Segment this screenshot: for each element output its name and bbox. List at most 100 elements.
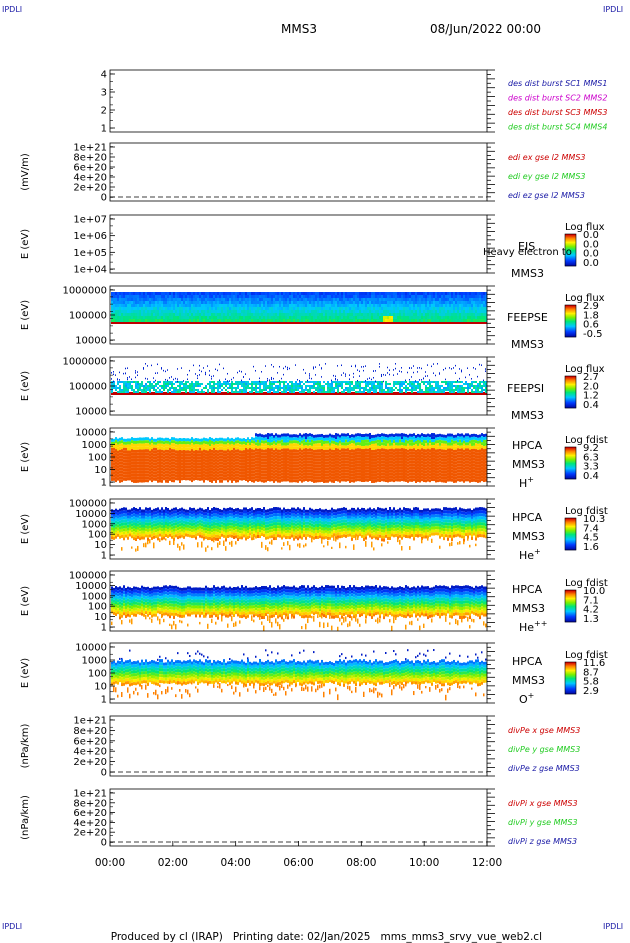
spectrogram-feepse — [111, 292, 487, 324]
y-tick-label: 100000 — [69, 382, 107, 393]
colorbar-tick: 1.6 — [583, 542, 599, 553]
legend-entry: edi ey gse l2 MMS3 — [508, 172, 586, 181]
footer-produced-by: Produced by cl (IRAP) — [111, 931, 223, 943]
spectrogram-feepsi — [111, 363, 487, 395]
x-tick-label: 10:00 — [409, 857, 439, 869]
y-axis-label: E (eV) — [20, 371, 31, 401]
footer-printing-date: Printing date: 02/Jan/2025 — [233, 931, 371, 943]
instrument-label: HPCA — [512, 583, 543, 596]
legend-entry: des dist burst SC3 MMS3 — [508, 108, 607, 117]
x-tick-label: 08:00 — [346, 857, 376, 869]
y-tick-label: 4e+20 — [73, 747, 107, 758]
legend-entry: divPe z gse MMS3 — [508, 764, 580, 773]
x-tick-label: 04:00 — [221, 857, 251, 869]
species-label: O+ — [519, 691, 534, 706]
legend-entry: divPe y gse MMS3 — [508, 745, 580, 754]
colorbar-tick: -0.5 — [583, 329, 603, 340]
instrument-label: HPCA — [512, 511, 543, 524]
y-tick-label: 10000 — [75, 509, 107, 520]
y-axis-label: E (eV) — [20, 229, 31, 259]
y-tick-label: 1 — [101, 551, 107, 562]
y-tick-label: 10 — [94, 682, 107, 693]
y-tick-label: 4 — [101, 70, 107, 81]
y-tick-label: 10 — [94, 540, 107, 551]
y-tick-label: 1000000 — [62, 357, 107, 368]
y-tick-label: 100000 — [69, 499, 107, 510]
y-tick-label: 10 — [94, 612, 107, 623]
y-tick-label: 10000 — [75, 336, 107, 347]
legend-entry: des dist burst SC2 MMS2 — [508, 94, 607, 103]
colorbar-tick: 0.4 — [583, 471, 599, 482]
y-tick-label: 10000 — [75, 428, 107, 439]
y-tick-label: 1e+07 — [73, 215, 107, 226]
y-tick-label: 100 — [88, 530, 107, 541]
y-tick-label: 1000 — [82, 440, 107, 451]
y-axis-label: E (eV) — [20, 514, 31, 544]
y-tick-label: 1 — [101, 478, 107, 489]
y-tick-label: 2 — [101, 106, 107, 117]
instrument-label: HPCA — [512, 655, 543, 668]
colorbar-tick: 0.4 — [583, 400, 599, 411]
y-tick-label: 100 — [88, 453, 107, 464]
spacecraft-label: MMS3 — [511, 409, 544, 422]
y-tick-label: 1e+06 — [73, 231, 107, 242]
y-tick-label: 8e+20 — [73, 726, 107, 737]
legend-entry: divPi z gse MMS3 — [508, 837, 577, 846]
y-axis-label: E (eV) — [20, 658, 31, 688]
panel-frame-eis — [110, 215, 487, 273]
y-tick-label: 100 — [88, 669, 107, 680]
y-tick-label: 3 — [101, 88, 107, 99]
y-axis-label: (mV/m) — [20, 153, 31, 191]
y-tick-label: 1 — [101, 695, 107, 706]
panel-frame-edi — [110, 143, 487, 201]
instrument-label: FEEPSI — [507, 382, 544, 395]
legend-entry: divPi y gse MMS3 — [508, 818, 578, 827]
spacecraft-label: MMS3 — [512, 530, 545, 543]
y-tick-label: 1e+04 — [73, 265, 107, 276]
species-label: H+ — [519, 475, 534, 490]
y-tick-label: 0 — [101, 768, 107, 779]
y-tick-label: 1e+05 — [73, 248, 107, 259]
y-tick-label: 1000 — [82, 519, 107, 530]
x-tick-label: 02:00 — [158, 857, 188, 869]
legend-entry: divPi x gse MMS3 — [508, 799, 578, 808]
y-tick-label: 1000 — [82, 591, 107, 602]
y-tick-label: 1000000 — [62, 286, 107, 297]
legend-entry: des dist burst SC4 MMS4 — [508, 123, 607, 132]
spacecraft-label: MMS3 — [512, 458, 545, 471]
footer-file: mms_mms3_srvy_vue_web2.cl — [380, 931, 542, 943]
species-label: He++ — [519, 619, 547, 634]
y-tick-label: 1 — [101, 124, 107, 135]
y-axis-label: E (eV) — [20, 442, 31, 472]
y-tick-label: 0 — [101, 193, 107, 204]
spectrogram-hpca_h — [111, 433, 487, 483]
y-tick-label: 10 — [94, 465, 107, 476]
y-tick-label: 6e+20 — [73, 736, 107, 747]
y-axis-label: (nPa/km) — [20, 724, 31, 769]
y-tick-label: 10000 — [75, 407, 107, 418]
spacecraft-label: MMS3 — [512, 602, 545, 615]
y-tick-label: 1e+21 — [73, 716, 107, 727]
instrument-label: HPCA — [512, 439, 543, 452]
y-tick-label: 1000 — [82, 656, 107, 667]
x-tick-label: 00:00 — [95, 857, 125, 869]
panel-frame-divpe — [110, 716, 487, 776]
spectrogram-hpca_he1 — [111, 507, 487, 552]
y-tick-label: 10000 — [75, 643, 107, 654]
spectrogram-hpca_he2 — [111, 585, 487, 631]
spacecraft-label: MMS3 — [511, 267, 544, 280]
legend-entry: edi ez gse l2 MMS3 — [508, 191, 585, 200]
footer: Produced by cl (IRAP) Printing date: 02/… — [104, 919, 542, 943]
spacecraft-label: MMS3 — [512, 674, 545, 687]
colorbar-tick: 0.0 — [583, 258, 599, 269]
overlay-label: Heavy electron to — [483, 247, 572, 258]
y-tick-label: 100000 — [69, 311, 107, 322]
y-tick-label: 100 — [88, 602, 107, 613]
legend-entry: des dist burst SC1 MMS1 — [508, 79, 607, 88]
y-tick-label: 1 — [101, 623, 107, 634]
panel-frame-divpi — [110, 789, 487, 846]
colorbar-tick: 2.9 — [583, 686, 599, 697]
panel-frame-dist — [110, 70, 487, 132]
instrument-label: FEEPSE — [507, 311, 548, 324]
